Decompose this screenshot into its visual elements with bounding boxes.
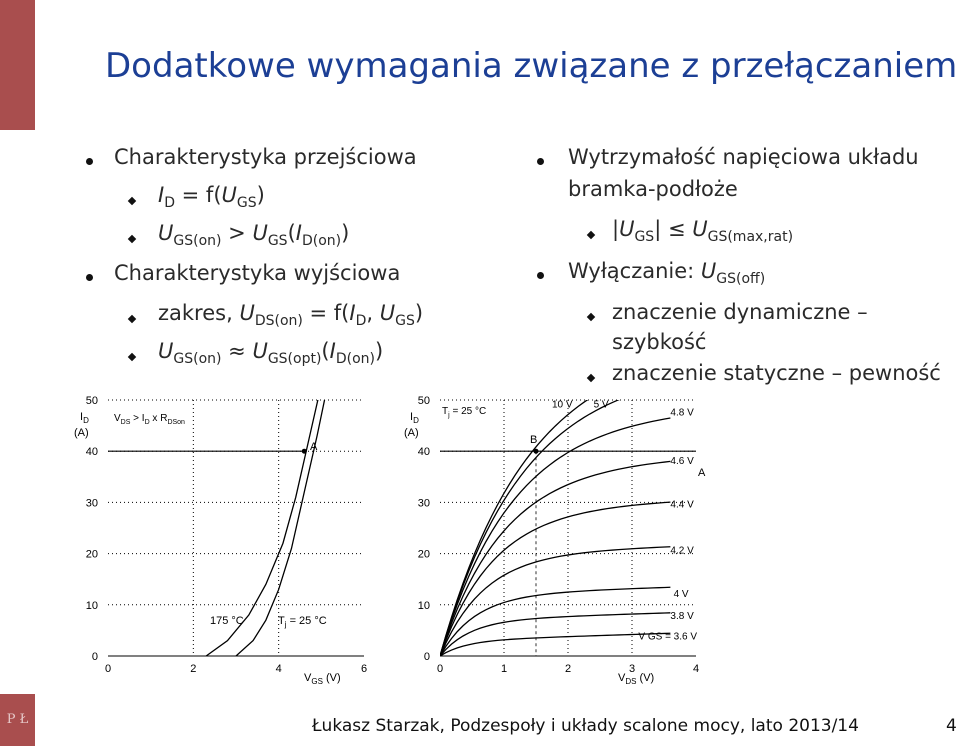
point-a-label: A — [310, 441, 318, 453]
series-line — [440, 632, 671, 656]
curve-label: 4.2 V — [670, 546, 694, 557]
x-tick-label: 3 — [629, 663, 635, 675]
y-tick-label: 50 — [86, 395, 98, 407]
list-subitem: ID = f(UGS) — [158, 183, 265, 212]
diamond-bullet-icon — [127, 352, 137, 362]
x-tick-labels: 0 1 2 3 4 — [437, 663, 699, 675]
diamond-bullet-icon — [127, 314, 137, 324]
y-tick-label: 20 — [86, 549, 98, 561]
x-axis-label: VGS (V) — [304, 672, 341, 686]
list-subitem-continuation: szybkość — [612, 330, 707, 354]
series-line — [440, 460, 671, 656]
list-subitem: UGS(on) ≈ UGS(opt)(ID(on)) — [158, 339, 384, 368]
y-tick-label: 40 — [418, 446, 430, 458]
series-line — [440, 501, 671, 656]
x-tick-label: 2 — [190, 663, 196, 675]
y-tick-label: 10 — [418, 600, 430, 612]
series-group — [108, 400, 326, 656]
list-subitem: |UGS| ≤ UGS(max,rat) — [612, 217, 794, 246]
point-a-label: A — [698, 467, 706, 479]
y-tick-labels: 0 10 20 30 40 50 — [86, 395, 98, 663]
university-logo: P Ł — [6, 712, 29, 727]
series-line — [440, 417, 671, 656]
page-number: 4 — [946, 716, 957, 736]
curve-label: 4.4 V — [670, 500, 694, 511]
curve-label: 4 V — [674, 589, 689, 600]
list-subitem: UGS(on) > UGS(ID(on)) — [158, 221, 350, 250]
y-tick-label: 40 — [86, 446, 98, 458]
sidebar-accent-bottom — [0, 694, 35, 746]
list-item-continuation: bramka-podłoże — [568, 177, 738, 201]
list-subitem: znaczenie dynamiczne – — [612, 300, 868, 324]
curve-label: 10 V — [552, 400, 573, 411]
curve-label: 4.8 V — [670, 407, 694, 418]
y-axis-label: ID — [410, 411, 419, 425]
curve-label: V GS = 3.6 V — [638, 632, 697, 643]
condition-label: VDS > ID x RDSon — [114, 413, 185, 426]
curve-label: 5 V — [594, 400, 609, 411]
list-item: Wytrzymałość napięciowa układu — [568, 145, 919, 169]
y-tick-label: 30 — [86, 497, 98, 509]
x-tick-label: 1 — [501, 663, 507, 675]
diamond-bullet-icon — [127, 234, 137, 244]
y-tick-label: 0 — [424, 651, 430, 663]
curve-labels: V GS = 3.6 V 3.8 V 4 V 4.2 V 4.4 V 4.6 V 4.8 V… — [552, 400, 697, 643]
grid — [440, 399, 696, 656]
point-b-label: B — [530, 434, 537, 446]
bullet-icon — [537, 158, 544, 165]
diamond-bullet-icon — [127, 196, 137, 206]
y-axis-label: ID — [80, 411, 89, 425]
annotation-tj-25C: Tj = 25 °C — [278, 615, 327, 629]
series-line — [235, 400, 326, 656]
y-tick-label: 30 — [418, 497, 430, 509]
annotation-175C: 175 °C — [210, 615, 244, 627]
x-tick-label: 0 — [105, 663, 111, 675]
x-tick-label: 2 — [565, 663, 571, 675]
x-tick-label: 0 — [437, 663, 443, 675]
point-a-marker — [301, 448, 307, 454]
output-characteristic-chart: 0 10 20 30 40 50 0 1 2 3 4 V GS = 3.6 V 3.8 V 4 V 4.… — [404, 395, 706, 686]
y-tick-label: 20 — [418, 549, 430, 561]
diamond-bullet-icon — [586, 312, 596, 322]
x-tick-labels: 0 2 4 6 — [105, 663, 367, 675]
sidebar-accent-top — [0, 0, 35, 130]
y-axis-unit: (A) — [404, 427, 419, 439]
list-item: Charakterystyka przejściowa — [114, 145, 417, 169]
bullet-icon — [537, 272, 544, 279]
transfer-characteristic-chart: 0 10 20 30 40 50 0 2 4 6 ID (A) VDS > ID x RDSon… — [74, 395, 367, 686]
condition-label: Tj = 25 °C — [442, 406, 486, 419]
footer-text: Łukasz Starzak, Podzespoły i układy scal… — [312, 716, 859, 736]
list-subitem: zakres, UDS(on) = f(ID, UGS) — [158, 301, 424, 330]
x-tick-label: 4 — [276, 663, 282, 675]
series-line — [440, 400, 589, 656]
list-item: Charakterystyka wyjściowa — [114, 261, 401, 285]
series-group — [440, 400, 696, 656]
slide-title: Dodatkowe wymagania związane z przełącza… — [105, 46, 958, 86]
y-tick-labels: 0 10 20 30 40 50 — [418, 395, 430, 663]
list-item: Wyłączanie: UGS(off) — [568, 259, 766, 288]
bullet-icon — [86, 158, 93, 165]
list-subitem: znaczenie statyczne – pewność — [612, 361, 941, 385]
series-line — [440, 586, 671, 656]
x-tick-label: 4 — [693, 663, 699, 675]
bullet-icon — [86, 274, 93, 281]
x-axis-label: VDS (V) — [618, 672, 654, 686]
diamond-bullet-icon — [586, 230, 596, 240]
series-line — [440, 400, 620, 656]
y-tick-label: 0 — [92, 651, 98, 663]
y-tick-label: 10 — [86, 600, 98, 612]
series-line — [440, 612, 671, 656]
point-b-marker — [533, 448, 539, 454]
series-line — [440, 546, 671, 656]
y-axis-unit: (A) — [74, 427, 89, 439]
curve-label: 3.8 V — [670, 611, 694, 622]
x-tick-label: 6 — [361, 663, 367, 675]
curve-label: 4.6 V — [670, 456, 694, 467]
diamond-bullet-icon — [586, 373, 596, 383]
y-tick-label: 50 — [418, 395, 430, 407]
